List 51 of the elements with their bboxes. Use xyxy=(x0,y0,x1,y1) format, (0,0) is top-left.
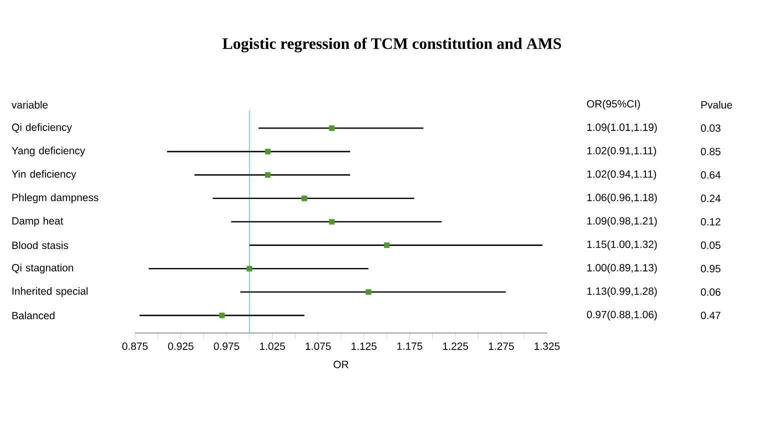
data-label: 1.00(0.89,1.13) xyxy=(587,264,657,274)
data-label: 1.09(0.98,1.21) xyxy=(587,216,657,227)
point xyxy=(329,218,335,225)
y-tick-label: Qi stagnation xyxy=(12,264,74,274)
point xyxy=(264,172,271,178)
text: 0.64 xyxy=(700,171,721,179)
x-tick-label: 1.125 xyxy=(352,342,377,350)
x-tick-label: 1.175 xyxy=(397,342,422,350)
y-tick-label: Yin deficiency xyxy=(12,170,76,180)
text: 0.85 xyxy=(700,148,720,156)
x-tick-label: 1.025 xyxy=(260,342,285,350)
text: OR(95%CI) xyxy=(587,100,640,110)
text: 0.95 xyxy=(700,264,720,272)
y-tick-label: Balanced xyxy=(12,312,54,320)
y-tick-label: Damp heat xyxy=(12,216,64,227)
y-tick-label: Phlegm dampness xyxy=(12,194,98,204)
text: Pvalue xyxy=(701,100,732,109)
x-tick-label: 0.875 xyxy=(122,342,148,350)
data-label: 0.97(0.88,1.06) xyxy=(586,310,657,320)
text: variable xyxy=(12,100,48,109)
text: 0.24 xyxy=(700,194,721,202)
text: 0.12 xyxy=(700,218,720,226)
text: 0.05 xyxy=(700,242,720,249)
x-tick-label: 0.975 xyxy=(214,342,240,350)
x-tick-label: 1.325 xyxy=(534,342,560,350)
data-label: 1.13(0.99,1.28) xyxy=(587,287,657,297)
x-tick-label: 1.075 xyxy=(306,342,331,350)
text: 0.06 xyxy=(700,288,720,296)
x-tick-label: 1.275 xyxy=(488,342,514,350)
point xyxy=(264,148,271,154)
x-tick-label: 0.925 xyxy=(168,342,194,350)
data-label: 1.06(0.96,1.18) xyxy=(587,194,657,204)
point xyxy=(246,266,252,272)
chart-title: Logistic regression of TCM constitution and AMS xyxy=(222,38,562,52)
point xyxy=(329,125,335,131)
text: 0.47 xyxy=(700,312,720,320)
data-label: 1.15(1.00,1.32) xyxy=(587,240,657,250)
point xyxy=(219,312,225,318)
x-tick-label: 1.225 xyxy=(443,342,468,350)
point xyxy=(384,242,390,248)
x-axis-title: OR xyxy=(334,360,348,368)
data-label: 1.02(0.94,1.11) xyxy=(587,170,656,180)
y-tick-label: Yang deficiency xyxy=(12,146,86,156)
y-tick-label: Blood stasis xyxy=(12,241,68,250)
data-label: 1.09(1.01,1.19) xyxy=(587,123,657,134)
text: 0.03 xyxy=(700,124,720,132)
y-tick-label: Qi deficiency xyxy=(12,123,72,134)
data-label: 1.02(0.91,1.11) xyxy=(587,146,656,156)
y-tick-label: Inherited special xyxy=(12,287,88,297)
point xyxy=(302,196,308,202)
point xyxy=(366,289,372,295)
